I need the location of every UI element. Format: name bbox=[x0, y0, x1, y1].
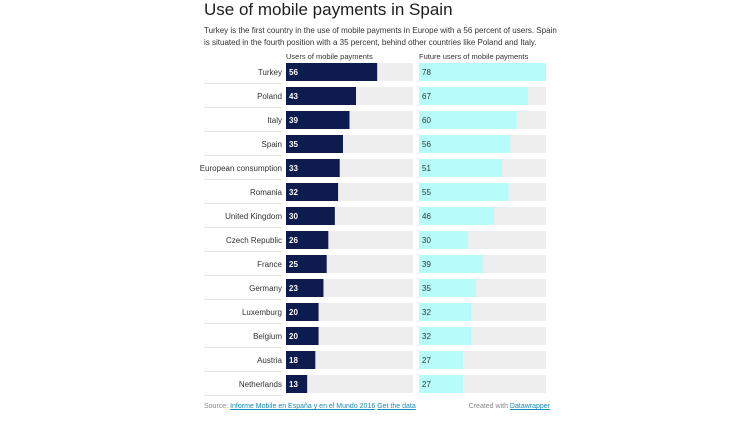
bar-series-1 bbox=[286, 207, 335, 225]
bar-series-2 bbox=[419, 231, 468, 249]
source-label: Source: bbox=[204, 403, 229, 410]
created-with-label: Created with bbox=[468, 403, 508, 410]
data-label-series-1: 13 bbox=[289, 380, 298, 389]
category-label: Luxemburg bbox=[242, 308, 282, 317]
bar-series-2 bbox=[419, 111, 517, 129]
bar-series-2 bbox=[419, 351, 463, 369]
category-label: Czech Republic bbox=[226, 236, 282, 245]
category-label: Austria bbox=[257, 356, 282, 365]
data-label-series-2: 60 bbox=[422, 116, 431, 125]
data-label-series-1: 30 bbox=[289, 212, 298, 221]
bar-series-1 bbox=[286, 255, 327, 273]
data-label-series-1: 35 bbox=[289, 140, 298, 149]
credit: Created with Datawrapper bbox=[469, 403, 550, 410]
bar-series-1 bbox=[286, 279, 324, 297]
data-label-series-2: 35 bbox=[422, 284, 431, 293]
bar-series-1 bbox=[286, 63, 378, 81]
category-label: Italy bbox=[267, 116, 282, 125]
bar-series-1 bbox=[286, 111, 350, 129]
bar-chart: Users of mobile payments Future users of … bbox=[200, 52, 546, 396]
bar-series-2 bbox=[419, 183, 509, 201]
source-link[interactable]: Informe Mobile en España y en el Mundo 2… bbox=[230, 403, 376, 410]
bar-series-1 bbox=[286, 135, 343, 153]
data-label-series-2: 32 bbox=[422, 332, 431, 341]
category-label: Spain bbox=[262, 140, 282, 149]
data-label-series-2: 56 bbox=[422, 140, 431, 149]
data-label-series-1: 32 bbox=[289, 188, 298, 197]
get-data-link[interactable]: Get the data bbox=[377, 403, 416, 410]
bar-series-2 bbox=[419, 207, 494, 225]
bar-series-2 bbox=[419, 159, 503, 177]
bar-series-1 bbox=[286, 327, 319, 345]
bar-series-2 bbox=[419, 327, 472, 345]
data-label-series-1: 43 bbox=[289, 92, 298, 101]
series-header-1: Users of mobile payments bbox=[286, 52, 373, 61]
data-label-series-1: 25 bbox=[289, 260, 298, 269]
data-label-series-2: 51 bbox=[422, 164, 431, 173]
bar-series-2 bbox=[419, 255, 483, 273]
bar-series-2 bbox=[419, 375, 463, 393]
data-label-series-1: 20 bbox=[289, 332, 298, 341]
data-label-series-2: 32 bbox=[422, 308, 431, 317]
bar-series-2 bbox=[419, 303, 472, 321]
bar-track bbox=[286, 351, 413, 369]
data-label-series-1: 39 bbox=[289, 116, 298, 125]
data-label-series-2: 39 bbox=[422, 260, 431, 269]
category-label: Romania bbox=[250, 188, 283, 197]
data-label-series-2: 55 bbox=[422, 188, 431, 197]
category-label: Poland bbox=[257, 92, 282, 101]
datawrapper-link[interactable]: Datawrapper bbox=[509, 403, 550, 410]
bar-series-2 bbox=[419, 279, 476, 297]
bar-series-2 bbox=[419, 87, 529, 105]
bar-series-1 bbox=[286, 183, 339, 201]
category-label: Belgium bbox=[253, 332, 282, 341]
category-label: United Kingdom bbox=[225, 212, 282, 221]
data-label-series-2: 67 bbox=[422, 92, 431, 101]
data-label-series-1: 20 bbox=[289, 308, 298, 317]
category-label: Germany bbox=[249, 284, 282, 293]
category-label: Turkey bbox=[258, 68, 282, 77]
data-label-series-1: 18 bbox=[289, 356, 298, 365]
bar-series-1 bbox=[286, 351, 316, 369]
footer: Source: Informe Mobile en España y en el… bbox=[204, 403, 550, 410]
bar-series-1 bbox=[286, 303, 319, 321]
bar-series-2 bbox=[419, 63, 546, 81]
bar-track bbox=[286, 375, 413, 393]
category-label: European consumption bbox=[200, 164, 282, 173]
bar-series-1 bbox=[286, 87, 357, 105]
data-label-series-1: 56 bbox=[289, 68, 298, 77]
series-header-2: Future users of mobile payments bbox=[419, 52, 528, 61]
data-label-series-1: 26 bbox=[289, 236, 298, 245]
bar-series-1 bbox=[286, 231, 329, 249]
category-label: France bbox=[257, 260, 282, 269]
data-label-series-2: 27 bbox=[422, 380, 431, 389]
category-label: Netherlands bbox=[239, 380, 282, 389]
chart-title: Use of mobile payments in Spain bbox=[204, 0, 453, 19]
data-label-series-2: 46 bbox=[422, 212, 431, 221]
data-label-series-2: 78 bbox=[422, 68, 431, 77]
data-label-series-1: 23 bbox=[289, 284, 298, 293]
bar-series-2 bbox=[419, 135, 511, 153]
bar-series-1 bbox=[286, 375, 308, 393]
data-label-series-2: 27 bbox=[422, 356, 431, 365]
data-label-series-1: 33 bbox=[289, 164, 298, 173]
chart-subtitle: Turkey is the first country in the use o… bbox=[204, 26, 557, 47]
data-label-series-2: 30 bbox=[422, 236, 431, 245]
bar-series-1 bbox=[286, 159, 340, 177]
